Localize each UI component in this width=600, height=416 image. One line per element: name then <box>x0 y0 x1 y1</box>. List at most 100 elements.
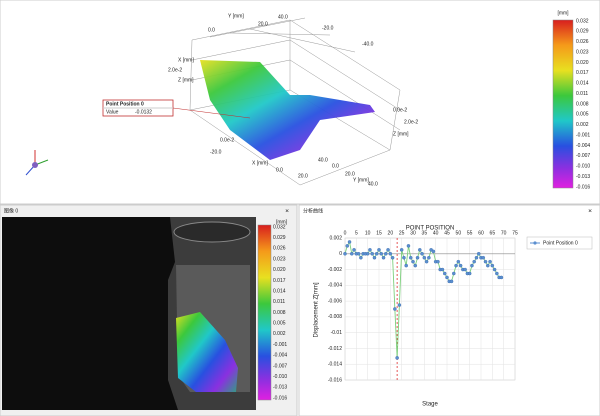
scale-label: -0.001 <box>576 132 590 138</box>
scale-label: 0.011 <box>576 91 588 97</box>
annotation-leader <box>172 107 251 119</box>
y-tick-label: -0.006 <box>328 298 342 304</box>
x-tick-label: 60 <box>478 230 484 236</box>
data-point <box>486 263 490 268</box>
data-point <box>343 252 347 256</box>
axis-3d-label: 0.0e-2 <box>393 107 407 113</box>
data-point <box>356 252 361 256</box>
scale-label: 0.017 <box>576 70 589 76</box>
x-tick-label: 20 <box>388 230 394 236</box>
data-point <box>413 263 418 268</box>
axis-3d-label: Y [mm] <box>353 177 369 183</box>
scale-label: -0.010 <box>576 164 590 170</box>
data-point <box>386 248 390 252</box>
chart-panel-title: 分析曲线 <box>303 207 323 214</box>
y-tick-label: 0 <box>339 251 342 257</box>
data-point <box>449 279 454 284</box>
data-point <box>499 275 504 280</box>
x-tick-label: 0 <box>344 230 347 236</box>
series-line <box>344 240 502 358</box>
data-point <box>420 252 424 256</box>
scale-label: 0.014 <box>576 81 589 87</box>
data-point <box>359 255 363 260</box>
data-point <box>424 259 429 264</box>
data-point <box>352 248 356 252</box>
data-point <box>422 255 427 260</box>
data-point <box>350 252 354 256</box>
scale-label: 0.020 <box>273 267 286 273</box>
object-ring <box>173 221 251 243</box>
data-point <box>495 271 499 276</box>
scale-label: 0.032 <box>273 224 286 230</box>
x-tick-label: 65 <box>490 230 496 236</box>
close-button[interactable]: ✕ <box>588 208 592 214</box>
scale-label: 0.008 <box>576 101 589 107</box>
data-point <box>415 255 420 260</box>
annotation-key: Value <box>106 109 119 115</box>
data-point <box>472 259 476 264</box>
data-point <box>374 252 379 256</box>
scale-label: 0.023 <box>273 256 286 262</box>
x-tick-label: 70 <box>501 230 507 236</box>
scale-label: 0.023 <box>576 49 589 55</box>
annotation-value: -0.0132 <box>135 109 152 115</box>
scale-label: -0.001 <box>273 342 287 348</box>
image-panel-title: 图像 0 <box>4 207 18 214</box>
data-point <box>370 252 374 256</box>
scale-label: 0.005 <box>576 112 589 118</box>
axis-3d-label: Z [mm] <box>178 77 194 83</box>
data-point <box>408 255 413 260</box>
scale-label: 0.029 <box>273 235 286 241</box>
data-point <box>406 244 411 248</box>
plot-area <box>344 237 516 381</box>
data-point <box>431 249 436 254</box>
y-tick-label: -0.004 <box>328 283 342 289</box>
y-tick-label: -0.014 <box>328 362 342 368</box>
y-tick-label: -0.008 <box>328 314 342 320</box>
x-tick-label: 35 <box>422 230 428 236</box>
data-point <box>395 356 399 360</box>
x-tick-label: 50 <box>456 230 462 236</box>
data-point <box>368 248 372 252</box>
image-color-scale <box>257 224 272 401</box>
scale-label: 0.032 <box>576 18 589 24</box>
axis-3d-label: 0.0 <box>208 27 215 33</box>
scale-label: 0.014 <box>273 288 286 294</box>
y-tick-label: -0.002 <box>328 267 342 273</box>
axis-3d-label: Y [mm] <box>228 13 244 19</box>
data-point <box>390 255 395 260</box>
axis-3d-label: -40.0 <box>362 41 374 47</box>
data-point <box>445 275 449 280</box>
data-point <box>440 267 445 272</box>
legend-marker <box>533 241 537 245</box>
data-point <box>474 255 479 260</box>
axis-3d-label: X [mm] <box>178 57 194 63</box>
data-point <box>411 259 415 264</box>
close-button[interactable]: ✕ <box>285 208 289 214</box>
data-point <box>384 252 388 256</box>
y-tick-label: -0.012 <box>328 346 342 352</box>
axis-3d-label: 20.0 <box>298 173 308 179</box>
x-tick-label: 40 <box>433 230 439 236</box>
data-point <box>492 267 497 272</box>
scale-unit: [mm] <box>557 10 569 16</box>
axis-3d-label: X [mm] <box>252 160 268 166</box>
data-point <box>402 255 406 260</box>
axis-3d-label: Z [mm] <box>393 131 409 137</box>
data-point <box>399 248 404 252</box>
data-point <box>436 259 440 264</box>
axis-3d-label: 2.0e-2 <box>404 119 418 125</box>
y-axis-label: Displacement Z[mm] <box>314 282 320 337</box>
3d-surface <box>200 60 375 160</box>
scale-label: 0.026 <box>273 246 286 252</box>
scale-label: -0.004 <box>273 353 287 359</box>
axis-3d-label: 0.0e-2 <box>220 137 234 143</box>
x-tick-label: 10 <box>365 230 371 236</box>
axis-3d-label: 40.0 <box>278 14 288 20</box>
image-scale-unit: [mm] <box>276 219 288 225</box>
x-tick-label: 5 <box>355 230 358 236</box>
axis-3d-label: 0.0 <box>276 167 283 173</box>
x-tick-label: 75 <box>512 230 518 236</box>
scale-label: 0.026 <box>576 39 589 45</box>
data-point <box>418 248 422 252</box>
